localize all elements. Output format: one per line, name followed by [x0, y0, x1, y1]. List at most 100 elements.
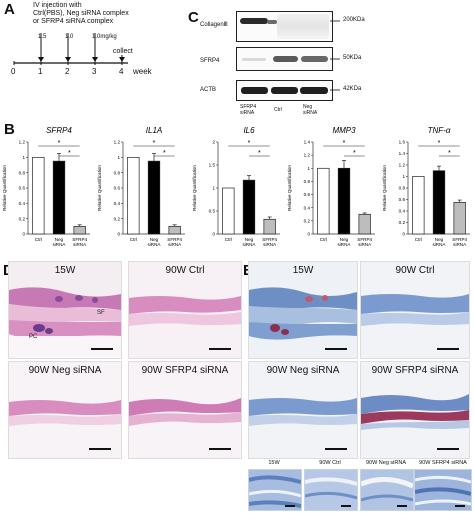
category-label: Ctrl	[415, 237, 422, 242]
mt-tissue-90w-ctrl	[361, 262, 469, 358]
scale-bar	[285, 505, 295, 507]
chart-title: IL1A	[146, 126, 162, 135]
significance-star: *	[163, 150, 166, 157]
y-tick-label: 0.6	[19, 186, 26, 191]
category-label: Neg	[340, 237, 349, 242]
category-label: Ctrl	[225, 237, 232, 242]
scale-bar	[341, 505, 351, 507]
blot-smear	[277, 14, 329, 39]
category-label: Neg	[435, 237, 444, 242]
image-label: 90W Ctrl	[165, 265, 205, 276]
chart-title: SFRP4	[46, 126, 72, 135]
category-label: Ctrl	[320, 237, 327, 242]
category-label: SFRP4	[452, 237, 467, 242]
mt-zoom-fibers	[305, 477, 357, 500]
zoom-label: 15W	[268, 460, 280, 466]
scale-bar	[209, 448, 231, 450]
week-tick-label: 0	[11, 67, 16, 76]
y-tick-label: 0.8	[19, 170, 26, 175]
y-axis-label: Relative Quantification	[97, 165, 102, 211]
image-label: 90W SFRP4 siRNA	[141, 365, 229, 376]
lane-label: SFRP4 siRNA	[240, 104, 256, 116]
mt-image-90w-neg: 90W Neg siRNA	[248, 361, 358, 459]
category-label: siRNA	[453, 242, 467, 247]
week-tick-label: 1	[38, 67, 43, 76]
y-tick-label: 1	[212, 186, 215, 191]
timeline-header-line: Ctrl(PBS), Neg siRNA complex	[33, 10, 129, 17]
scale-bar	[455, 505, 465, 507]
lane-label-line: Neg	[303, 104, 313, 110]
week-tick-label: 4	[119, 67, 124, 76]
y-tick-label: 1	[307, 166, 310, 171]
image-annotation: SF	[97, 310, 105, 316]
dose-label: 1.0	[65, 34, 74, 40]
category-label: Neg	[55, 237, 64, 242]
chart-title: TNF-α	[428, 126, 451, 135]
y-tick-label: 0	[22, 232, 25, 237]
y-tick-label: 1.2	[399, 163, 406, 168]
y-tick-label: 0	[212, 232, 215, 237]
bar	[453, 202, 466, 235]
mt-image-15w: 15W	[248, 261, 358, 359]
y-tick-label: 0	[307, 232, 310, 237]
week-tick-label: 2	[65, 67, 70, 76]
mt-tissue-90w-neg	[249, 362, 357, 458]
scale-bar	[437, 448, 459, 450]
week-tick-label: 3	[92, 67, 97, 76]
category-label: siRNA	[263, 242, 277, 247]
significance-star: *	[353, 150, 356, 157]
bar	[127, 156, 140, 235]
y-tick-label: 0.2	[399, 220, 406, 225]
collect-arrowhead	[119, 57, 125, 62]
qpcr-charts: SFRP4 Relative Quantification 0 0.2 0.4 0.6 0.…	[0, 124, 474, 256]
lane-label-line: SFRP4	[240, 104, 257, 110]
significance-star: *	[448, 150, 451, 157]
category-label: siRNA	[432, 242, 446, 247]
panel-label-b: B	[4, 121, 15, 138]
y-tick-label: 0.4	[19, 201, 26, 206]
timeline-header-line: or SFRP4 siRNA complex	[33, 18, 114, 25]
bar	[147, 160, 161, 235]
mt-tissue-90w-sfrp4	[361, 362, 469, 458]
bar-chart: TNF-α Relative Quantification 0 0.2 0.4 0.6 0.…	[382, 126, 470, 247]
he-tissue-90w-ctrl	[129, 262, 241, 358]
y-tick-label: 0.8	[114, 170, 121, 175]
image-label: 90W Ctrl	[395, 265, 435, 276]
image-label: 90W Neg siRNA	[266, 365, 340, 376]
lane-label: Neg siRNA	[303, 104, 317, 116]
mt-zoom-fibers	[249, 475, 301, 508]
y-tick-label: 0.2	[19, 216, 26, 221]
y-tick-label: 0.4	[399, 209, 406, 214]
blot-row-label: CollagenⅢ	[200, 22, 228, 28]
y-tick-label: 0.2	[114, 216, 121, 221]
mt-image-90w-sfrp4: 90W SFRP4 siRNA	[360, 361, 470, 459]
y-tick-label: 1.5	[209, 163, 216, 168]
timeline-header-line: IV injection with	[33, 2, 82, 9]
image-annotation: PC	[29, 334, 38, 340]
y-tick-label: 1	[117, 155, 120, 160]
blot-band	[241, 87, 268, 94]
chart-title: IL6	[243, 126, 255, 135]
chart-title: MMP3	[332, 126, 356, 135]
category-label: SFRP4	[72, 237, 87, 242]
y-tick-label: 1	[22, 155, 25, 160]
y-axis-label: Relative Quantification	[2, 165, 7, 211]
timeline-header: IV injection with Ctrl(PBS), Neg siRNA c…	[33, 2, 129, 26]
category-label: Ctrl	[130, 237, 137, 242]
blot-band	[240, 18, 268, 24]
blot-row-label: SFRP4	[200, 58, 220, 64]
mt-image-90w-ctrl: 90W Ctrl	[360, 261, 470, 359]
he-image-90w-neg: 90W Neg siRNA	[8, 361, 122, 459]
category-label: Ctrl	[35, 237, 42, 242]
category-label: Neg	[150, 237, 159, 242]
y-axis-label: Relative Quantification	[382, 165, 387, 211]
mt-tissue-15w	[249, 262, 357, 358]
bar	[242, 179, 256, 235]
bar-chart: SFRP4 Relative Quantification 0 0.2 0.4 0.6 0.…	[2, 126, 90, 247]
bar	[337, 167, 351, 235]
collect-label: collect	[113, 48, 133, 55]
marker-label: 42KDa	[343, 86, 362, 92]
category-label: siRNA	[242, 242, 256, 247]
blot-band	[301, 56, 328, 62]
y-tick-label: 1.6	[399, 140, 406, 145]
